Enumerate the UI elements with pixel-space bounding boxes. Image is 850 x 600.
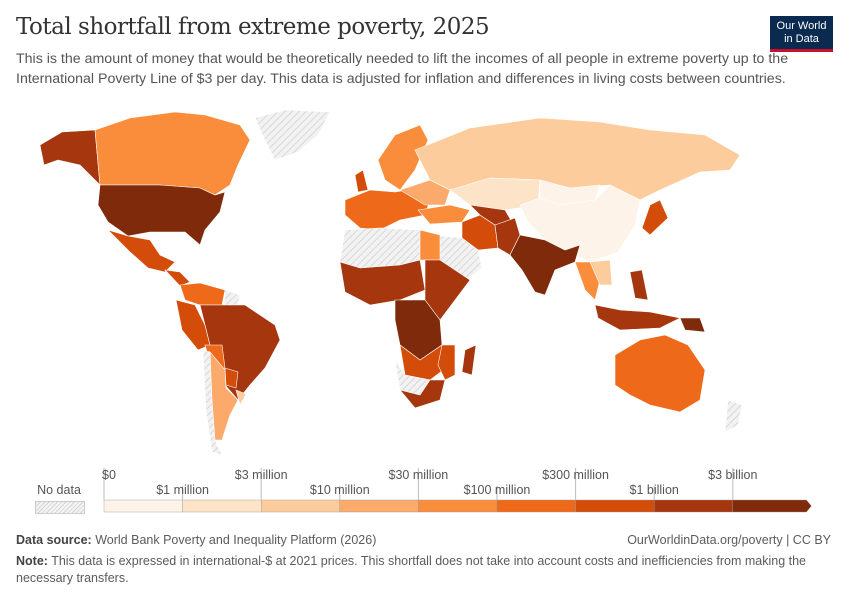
usa[interactable] xyxy=(97,184,226,246)
north-africa[interactable] xyxy=(339,227,421,269)
canada[interactable] xyxy=(94,111,251,196)
new-zealand[interactable] xyxy=(724,399,743,433)
madagascar[interactable] xyxy=(461,344,477,376)
source-text[interactable]: World Bank Poverty and Inequality Platfo… xyxy=(95,533,377,547)
mozambique[interactable] xyxy=(437,344,456,381)
legend-tick-label: $1 million xyxy=(156,483,209,497)
argentina[interactable] xyxy=(209,351,239,441)
note-label: Note: xyxy=(16,554,48,568)
uruguay[interactable] xyxy=(235,389,247,406)
legend-bin[interactable] xyxy=(575,499,655,513)
source-url[interactable]: OurWorldinData.org/poverty | CC BY xyxy=(627,533,831,547)
central-america[interactable] xyxy=(164,269,191,287)
venezuela-colombia[interactable] xyxy=(179,282,226,306)
philippines[interactable] xyxy=(629,269,649,301)
note-text: This data is expressed in international-… xyxy=(16,554,807,585)
guyanas[interactable] xyxy=(223,289,241,306)
legend-bin[interactable] xyxy=(732,499,812,513)
indochina[interactable] xyxy=(589,259,613,286)
japan[interactable] xyxy=(641,199,669,236)
myanmar-thailand[interactable] xyxy=(574,261,601,301)
source-label: Data source: xyxy=(16,533,92,547)
legend-tick-label: $3 million xyxy=(234,468,288,482)
legend-no-data-swatch xyxy=(35,501,85,514)
egypt[interactable] xyxy=(419,229,441,261)
legend-tick-label: $100 million xyxy=(463,483,531,497)
eastern-europe[interactable] xyxy=(399,179,451,206)
legend-bar xyxy=(103,468,812,513)
legend-bin[interactable] xyxy=(182,499,262,513)
page-title: Total shortfall from extreme poverty, 20… xyxy=(16,14,490,40)
uk[interactable] xyxy=(354,169,369,193)
note: Note: This data is expressed in internat… xyxy=(16,553,836,587)
legend-no-data-label: No data xyxy=(37,483,81,497)
indonesia[interactable] xyxy=(594,304,681,331)
legend-tick-label: $3 billion xyxy=(708,468,758,482)
legend-bin[interactable] xyxy=(339,499,419,513)
alaska[interactable] xyxy=(39,129,101,186)
world-map[interactable] xyxy=(0,105,850,465)
legend-bin[interactable] xyxy=(654,499,734,513)
legend-bin[interactable] xyxy=(103,499,183,513)
greenland[interactable] xyxy=(254,109,331,161)
legend-tick-label: $1 billion xyxy=(629,483,679,497)
legend-tick-label: $300 million xyxy=(542,468,609,482)
owid-logo[interactable]: Our World in Data xyxy=(770,16,833,52)
australia[interactable] xyxy=(614,334,706,413)
turkey-caucasus[interactable] xyxy=(417,204,471,225)
legend-tick-label: $30 million xyxy=(388,468,449,482)
mexico[interactable] xyxy=(107,229,176,273)
west-africa[interactable] xyxy=(339,259,426,306)
legend-tick-label: $10 million xyxy=(309,483,370,497)
legend-bin[interactable] xyxy=(261,499,341,513)
logo-line-1: Our World xyxy=(776,20,827,32)
legend-bin[interactable] xyxy=(496,499,576,513)
subtitle: This is the amount of money that would b… xyxy=(16,51,789,87)
papua-new-guinea[interactable] xyxy=(679,317,706,333)
data-source: Data source: World Bank Poverty and Ineq… xyxy=(16,533,376,547)
logo-line-2: in Data xyxy=(784,33,819,45)
legend-tick-label: $0 xyxy=(102,468,116,482)
legend-bin[interactable] xyxy=(418,499,498,513)
